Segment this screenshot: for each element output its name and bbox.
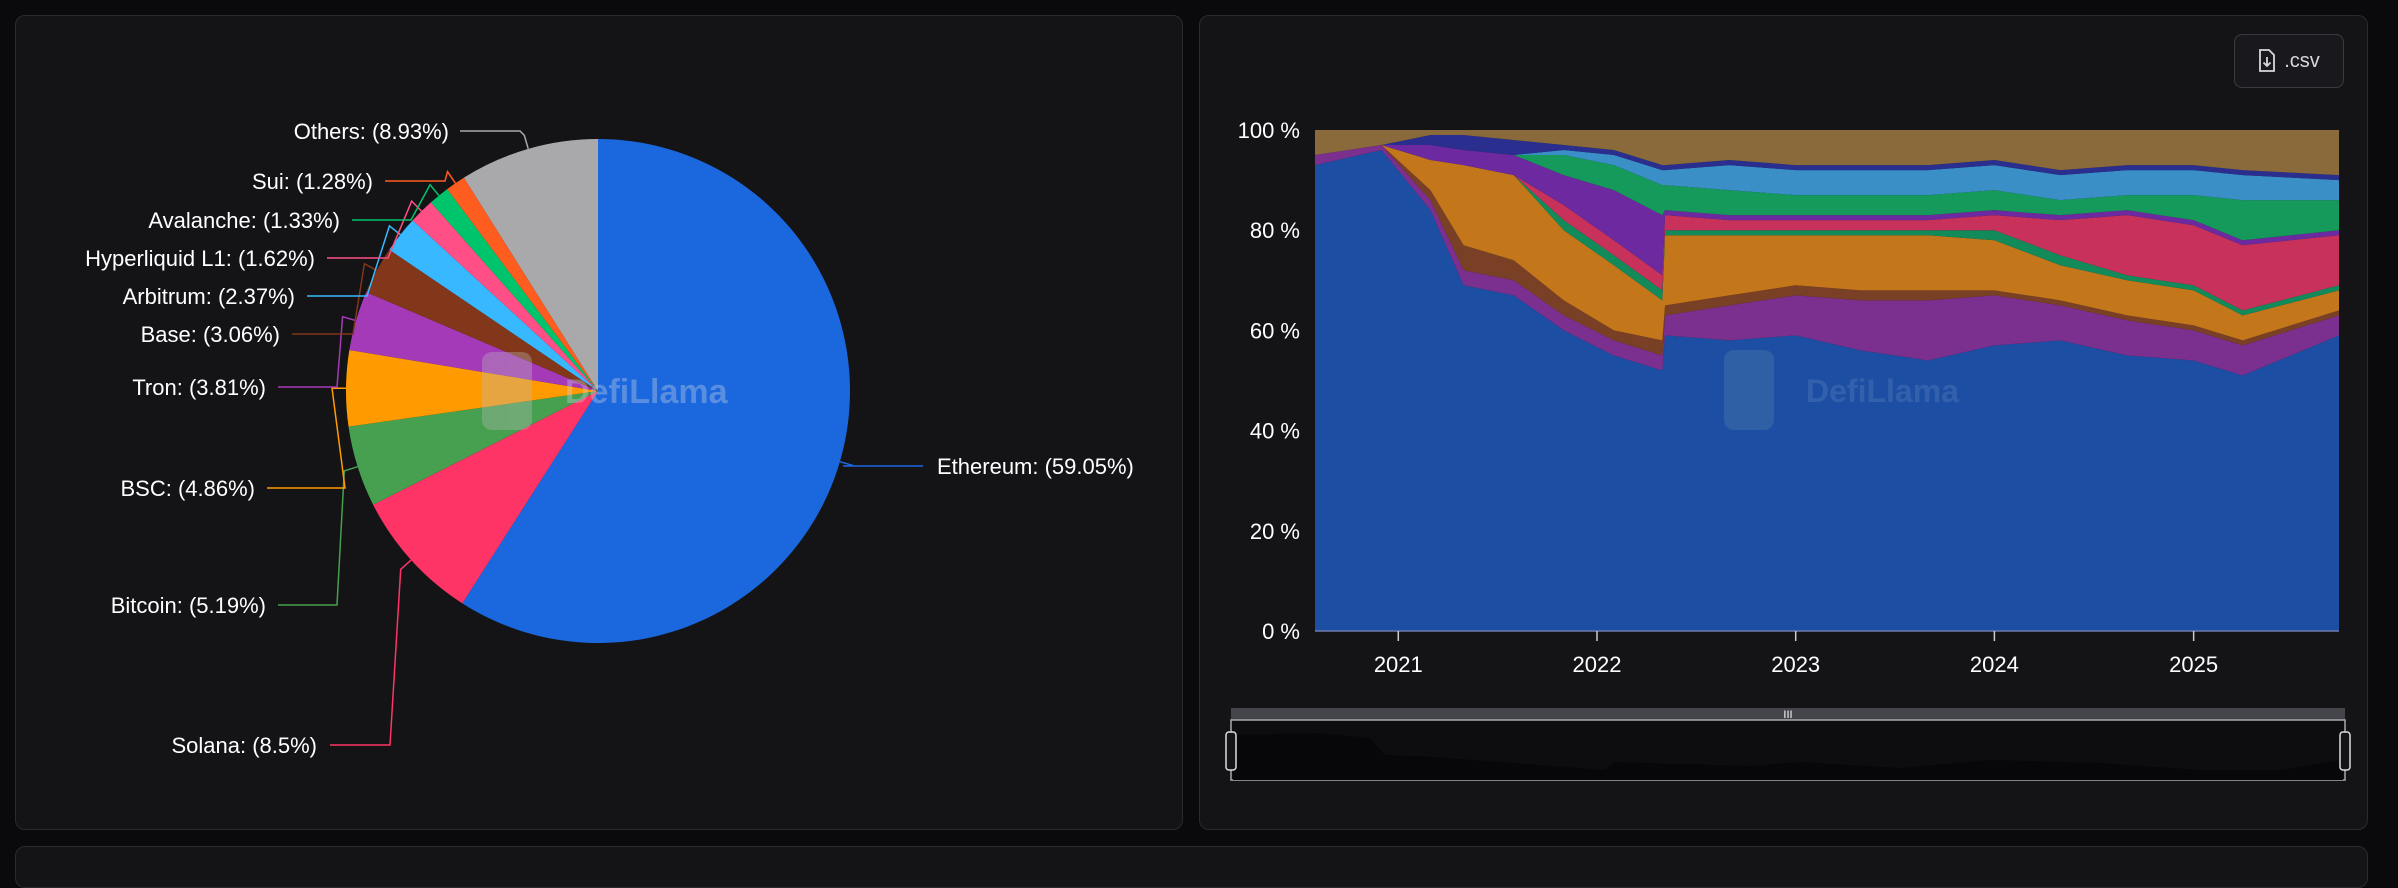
slider-left-handle[interactable]	[1225, 731, 1237, 771]
slider-grip-icon[interactable]: III	[1783, 709, 1792, 721]
x-tick-label: 2023	[1771, 652, 1820, 677]
slider-handle-bar[interactable]	[1231, 708, 2345, 720]
area-series-8	[1315, 145, 2339, 201]
y-tick-label: 0 %	[1262, 619, 1300, 644]
area-series-5	[1315, 145, 2339, 311]
y-tick-label: 20 %	[1250, 519, 1300, 544]
area-series-3	[1315, 145, 2339, 341]
area-series-6	[1315, 145, 2339, 276]
file-download-icon	[2259, 49, 2276, 72]
watermark-text: DefiLlama	[1806, 373, 1959, 409]
watermark: DefiLlama	[1724, 350, 1959, 430]
download-csv-button[interactable]: .csv	[2234, 34, 2344, 88]
csv-label: .csv	[2284, 49, 2320, 72]
y-tick-label: 80 %	[1250, 218, 1300, 243]
area-series-0	[1315, 150, 2339, 632]
x-tick-label: 2025	[2169, 652, 2218, 677]
y-tick-label: 100 %	[1238, 118, 1300, 143]
x-tick-label: 2021	[1374, 652, 1423, 677]
stacked-area-chart: DefiLlama 0 % 20 % 40 % 60 % 80 % 100 % 2021 2…	[1225, 118, 2351, 781]
area-series-9	[1315, 135, 2339, 181]
x-tick-label: 2024	[1970, 652, 2019, 677]
slider-preview	[1233, 733, 2343, 780]
area-series-10	[1315, 130, 2339, 176]
zoom-slider[interactable]: III	[1225, 708, 2351, 781]
x-tick-label: 2022	[1573, 652, 1622, 677]
y-tick-label: 40 %	[1250, 419, 1300, 444]
slider-right-handle[interactable]	[2339, 731, 2351, 771]
area-series-1	[1315, 145, 2339, 376]
area-series-7	[1315, 145, 2339, 241]
y-tick-label: 60 %	[1250, 318, 1300, 343]
